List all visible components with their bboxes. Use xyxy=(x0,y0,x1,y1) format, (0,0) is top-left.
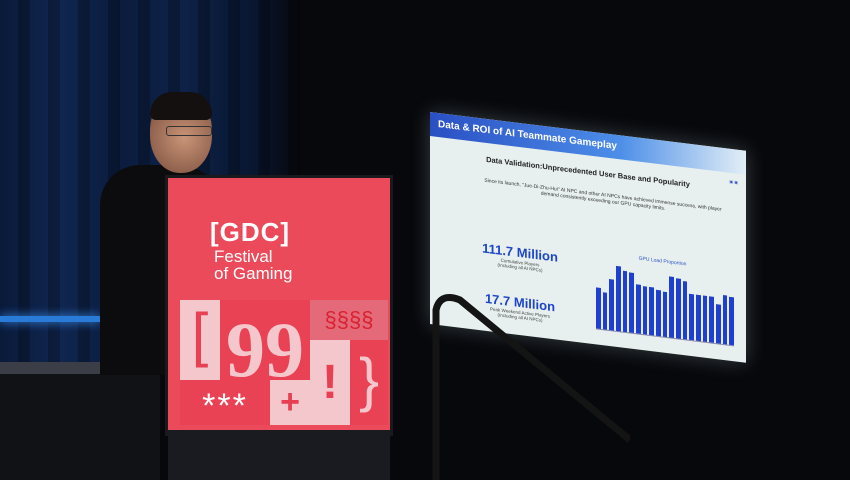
chart-bar xyxy=(729,297,735,346)
chart-bar xyxy=(642,286,648,335)
chart-bar xyxy=(722,294,728,345)
chart-bar xyxy=(709,296,715,343)
chart-bar xyxy=(662,291,668,338)
glasses xyxy=(166,126,212,136)
chart-bar xyxy=(649,287,655,336)
chart-bar xyxy=(702,295,708,343)
stair-railing xyxy=(432,294,630,480)
gdc-logo-mark: [GDC] xyxy=(210,217,291,247)
tile-brace: } xyxy=(350,340,388,425)
tile-quote: 99 xyxy=(220,300,310,393)
chart-bar xyxy=(676,278,681,339)
slide-title: Data & ROI of AI Teammate Gameplay xyxy=(430,112,746,175)
stat-cumulative: 111.7 Million Cumulative Players (Includ… xyxy=(470,239,570,276)
chart-bar xyxy=(636,284,641,334)
gdc-logo: [GDC] Festival of Gaming xyxy=(210,217,360,284)
slide-logos: ▣ ▣ xyxy=(729,178,738,185)
tile-exclamation: ! xyxy=(310,340,350,425)
podium-base xyxy=(168,430,390,480)
chart-bar xyxy=(696,294,701,342)
chart-bar xyxy=(669,276,675,338)
tile-bracket: [ xyxy=(180,300,220,380)
chart-bar xyxy=(689,293,695,341)
chart-bar xyxy=(629,272,635,334)
chart-bar xyxy=(656,289,661,337)
chart-bar xyxy=(716,303,721,344)
gdc-logo-text: Festival of Gaming xyxy=(214,248,292,282)
logo-line-1: Festival xyxy=(214,247,273,266)
tile-asterisks: *** xyxy=(180,380,270,425)
tile-plus: + xyxy=(270,380,310,425)
chart-bar xyxy=(682,280,688,340)
logo-line-2: of Gaming xyxy=(214,264,293,283)
table xyxy=(0,362,160,480)
speaker-hair xyxy=(150,92,212,120)
tile-squiggles: §§§§ xyxy=(310,300,388,340)
stage-light xyxy=(0,316,100,322)
